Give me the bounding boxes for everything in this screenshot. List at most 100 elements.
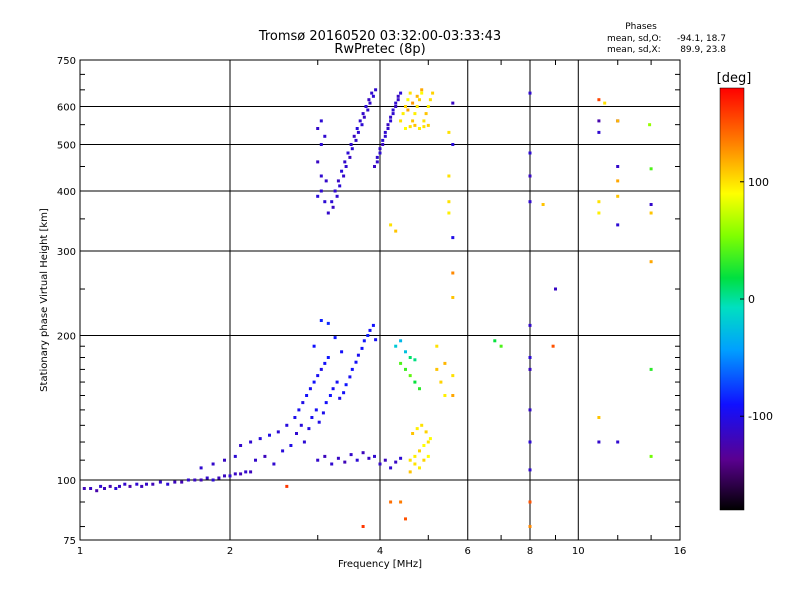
y-tick-label: 600 [57,103,76,114]
data-point-x [408,356,412,359]
data-point-x [422,458,426,462]
data-point-x [413,454,417,458]
data-point-o [354,360,358,364]
data-point-o [342,174,346,178]
data-point-o [373,165,376,168]
data-point-o [364,105,368,108]
data-point-o [307,427,311,431]
data-point-x [413,358,417,362]
data-point-x [399,339,403,343]
data-point-o [319,189,323,193]
data-point-o [319,119,323,123]
data-point-x [597,98,601,102]
data-point-x [401,112,405,116]
data-point-o [396,98,400,102]
data-point-x [389,223,393,227]
data-point-x [413,123,417,127]
colorbar-unit: [deg] [717,71,752,86]
data-point-o [326,321,330,325]
data-point-o [223,458,226,462]
data-point-x [447,211,451,215]
y-tick-label: 200 [57,332,76,343]
data-point-x [399,119,403,123]
data-point-o [386,123,390,127]
chart-subtitle: RwPretec (8p) [334,42,425,57]
data-point-o [394,105,398,108]
data-point-o [108,484,112,488]
data-point-o [597,440,601,444]
data-point-o [649,203,653,206]
data-point-x [413,380,417,384]
data-point-o [343,460,347,464]
data-point-o [249,440,253,444]
data-point-o [451,143,455,146]
data-point-o [223,474,226,478]
data-point-x [404,350,407,354]
data-point-o [597,119,601,123]
data-point-x [551,344,555,348]
data-point-x [424,112,428,116]
data-point-x [404,105,407,108]
data-point-o [118,484,121,488]
data-point-x [493,339,497,343]
data-point-o [338,396,342,400]
data-point-o [375,155,379,159]
data-point-o [316,127,320,130]
data-point-o [391,108,395,112]
data-point-x [451,271,455,275]
colorbar-tick-label: 100 [748,176,769,189]
data-point-x [399,361,403,365]
data-point-o [319,143,323,146]
data-point-o [166,482,170,486]
data-point-x [361,525,365,528]
data-point-o [362,115,366,119]
data-point-o [350,367,354,371]
data-point-o [297,408,301,412]
data-point-o [319,319,323,322]
data-point-o [82,487,86,490]
data-point-o [616,165,620,168]
data-point-o [328,394,332,397]
x-tick-label: 4 [377,546,383,557]
data-point-x [420,423,424,427]
data-point-o [323,134,327,138]
data-point-o [394,460,398,464]
data-point-o [228,474,232,478]
data-point-x [418,449,421,453]
data-point-o [399,456,403,460]
data-point-o [528,367,532,371]
y-tick-label: 300 [57,247,76,258]
data-point-x [426,105,430,108]
data-point-o [355,127,359,130]
colorbar-tick-label: 0 [748,293,755,306]
data-point-x [528,525,532,528]
data-point-x [528,500,532,504]
data-point-o [616,440,620,444]
data-point-x [415,94,419,98]
data-point-o [323,454,327,458]
data-point-o [199,466,203,470]
data-point-x [411,101,415,105]
data-point-x [439,380,443,384]
data-point-o [344,383,348,387]
data-point-o [367,98,371,102]
data-point-o [173,480,177,484]
data-point-x [649,260,653,264]
data-point-x [648,123,652,127]
data-point-o [321,411,325,415]
data-point-o [180,480,184,484]
data-point-o [239,444,243,447]
data-point-x [389,500,393,504]
x-tick-label: 16 [674,546,687,557]
data-point-x [399,500,403,504]
data-point-o [528,200,532,204]
data-point-x [422,119,426,123]
data-point-o [349,143,353,146]
data-point-o [272,462,276,466]
data-point-x [408,125,412,129]
data-point-x [415,427,419,431]
data-point-o [302,440,306,444]
data-point-o [386,127,390,130]
data-point-o [354,138,358,142]
data-point-x [285,484,289,488]
